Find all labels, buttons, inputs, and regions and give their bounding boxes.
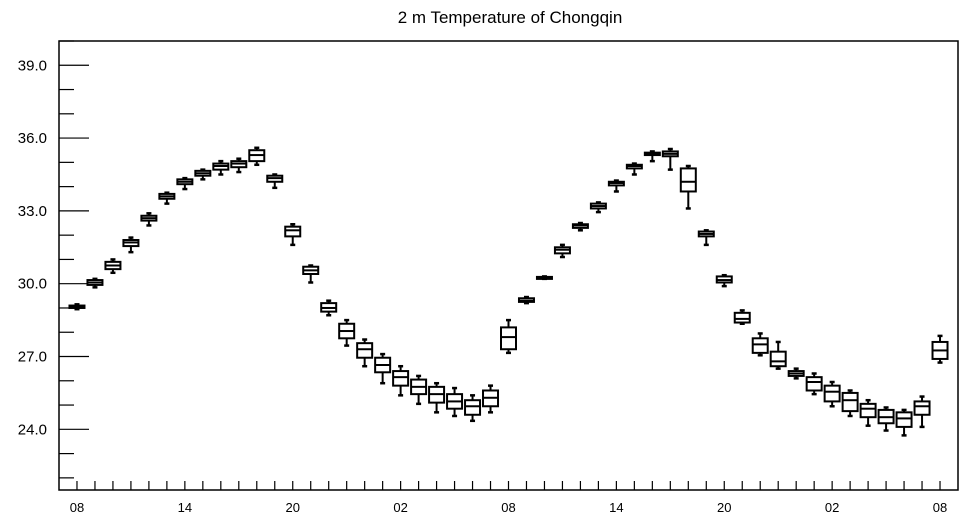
box-45 (877, 406, 895, 432)
box-1 (86, 277, 104, 289)
plot-area (58, 40, 959, 491)
box-14 (320, 299, 338, 317)
box-0 (68, 303, 86, 311)
box-26 (535, 275, 553, 281)
x-tick-label: 08 (70, 500, 84, 515)
box-10 (248, 146, 266, 167)
y-tick-label: 39.0 (18, 57, 47, 74)
box-39 (769, 340, 787, 370)
box-19 (410, 374, 428, 406)
x-tick-label: 08 (501, 500, 515, 515)
box-25 (517, 295, 535, 305)
x-tick-label: 20 (286, 500, 300, 515)
box-20 (428, 381, 446, 414)
box-34 (679, 164, 697, 210)
x-tick-label: 08 (933, 500, 947, 515)
chart-title: 2 m Temperature of Chongqin (398, 8, 623, 27)
box-42 (823, 380, 841, 408)
x-axis: 08 14 20 02 08 14 20 02 08 (70, 481, 947, 515)
box-22 (464, 394, 482, 423)
box-5 (158, 191, 176, 205)
box-15 (338, 318, 356, 347)
box-36 (715, 273, 733, 288)
x-tick-label: 20 (717, 500, 731, 515)
box-28 (571, 221, 589, 232)
box-13 (302, 264, 320, 284)
y-tick-label: 36.0 (18, 130, 47, 147)
y-tick-label: 33.0 (18, 203, 47, 220)
box-16 (356, 338, 374, 368)
box-17 (374, 352, 392, 385)
box-body (500, 326, 517, 351)
box-21 (446, 386, 464, 418)
box-7 (194, 168, 212, 181)
box-2 (104, 258, 122, 275)
y-axis: 24.0 27.0 30.0 33.0 36.0 39.0 (18, 40, 89, 479)
box-body (895, 411, 913, 428)
box-body (464, 399, 482, 416)
box-48 (931, 334, 949, 364)
box-body (859, 402, 877, 419)
box-30 (607, 179, 625, 193)
box-8 (212, 159, 230, 176)
box-46 (895, 408, 913, 437)
box-31 (625, 162, 643, 176)
box-47 (913, 395, 931, 429)
boxes (68, 146, 949, 437)
box-body (913, 400, 931, 416)
box-body (805, 376, 823, 392)
box-41 (805, 372, 823, 396)
x-tick-label: 14 (178, 500, 192, 515)
box-33 (661, 147, 679, 171)
box-23 (482, 384, 500, 414)
box-24 (500, 318, 517, 355)
box-27 (553, 243, 571, 259)
x-tick-label: 02 (393, 500, 407, 515)
box-body (284, 225, 302, 238)
box-body (841, 391, 859, 413)
box-3 (122, 236, 140, 254)
box-35 (697, 229, 715, 247)
box-11 (266, 173, 284, 190)
box-body (769, 350, 787, 368)
plot-frame (58, 40, 959, 491)
box-4 (140, 212, 158, 227)
y-tick-label: 30.0 (18, 276, 47, 293)
box-body (823, 384, 841, 403)
box-body (733, 311, 751, 324)
box-44 (859, 398, 877, 427)
x-tick-label: 14 (609, 500, 623, 515)
box-37 (733, 309, 751, 325)
box-18 (392, 364, 410, 397)
box-9 (230, 157, 248, 174)
box-body (751, 337, 769, 354)
box-6 (176, 176, 194, 191)
box-body (679, 167, 697, 193)
y-tick-label: 24.0 (18, 421, 47, 438)
x-tick-label: 02 (825, 500, 839, 515)
box-29 (589, 201, 607, 214)
box-43 (841, 389, 859, 418)
box-12 (284, 222, 302, 247)
y-tick-label: 27.0 (18, 349, 47, 366)
box-body (356, 342, 374, 359)
box-38 (751, 332, 769, 357)
box-32 (643, 150, 661, 163)
box-40 (787, 367, 805, 380)
box-body (392, 370, 410, 387)
